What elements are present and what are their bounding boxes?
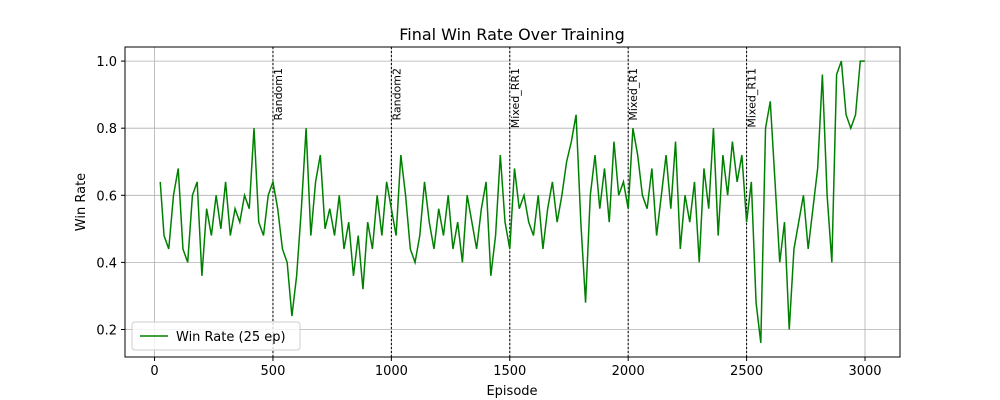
legend-box (131, 321, 301, 351)
phase-label: Mixed_R11 (746, 68, 759, 128)
phase-label: Random2 (390, 68, 403, 121)
y-tick-label: 0.2 (96, 323, 117, 338)
data-line (159, 60, 865, 343)
x-tick-label: 0 (150, 364, 158, 379)
phase-label: Random1 (272, 68, 285, 121)
phase-label: Mixed_R1 (627, 68, 640, 121)
x-tick-label: 1500 (493, 364, 526, 379)
x-axis-label: Episode (486, 384, 537, 399)
x-tick-label: 2000 (612, 364, 645, 379)
x-tick-label: 500 (261, 364, 286, 379)
x-tick-label: 2500 (730, 364, 763, 379)
y-tick-label: 0.4 (96, 256, 117, 271)
chart-title: Final Win Rate Over Training (399, 25, 625, 44)
y-tick-label: 0.6 (96, 189, 117, 204)
legend-label: Win Rate (25 ep) (176, 330, 286, 345)
x-tick-label: 3000 (848, 364, 881, 379)
y-tick-label: 0.8 (96, 122, 117, 137)
x-tick-label: 1000 (375, 364, 408, 379)
y-tick-label: 1.0 (96, 55, 117, 70)
plot-frame (124, 46, 901, 358)
phase-label: Mixed_RR1 (509, 68, 522, 128)
y-axis-label: Win Rate (74, 173, 89, 231)
